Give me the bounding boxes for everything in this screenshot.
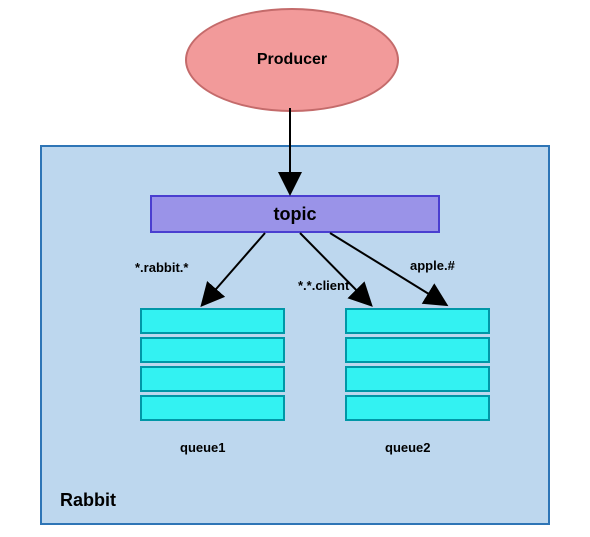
queue-slot	[140, 308, 285, 334]
routing-key-label: apple.#	[410, 258, 455, 273]
queue-slot	[140, 395, 285, 421]
topic-exchange: topic	[150, 195, 440, 233]
queue-label: queue1	[180, 440, 226, 455]
routing-key-label: *.*.client	[298, 278, 349, 293]
queue-slot	[140, 337, 285, 363]
queue-slot	[345, 395, 490, 421]
queue-slot	[140, 366, 285, 392]
routing-key-label: *.rabbit.*	[135, 260, 188, 275]
queue-label: queue2	[385, 440, 431, 455]
queue-slot	[345, 366, 490, 392]
producer-node: Producer	[185, 8, 399, 112]
diagram-canvas: Rabbit Producer topic queue1 queue2 *.rab…	[0, 0, 590, 537]
rabbit-label: Rabbit	[60, 490, 116, 511]
queue-slot	[345, 337, 490, 363]
topic-label: topic	[274, 204, 317, 225]
producer-label: Producer	[257, 51, 327, 69]
queue-slot	[345, 308, 490, 334]
